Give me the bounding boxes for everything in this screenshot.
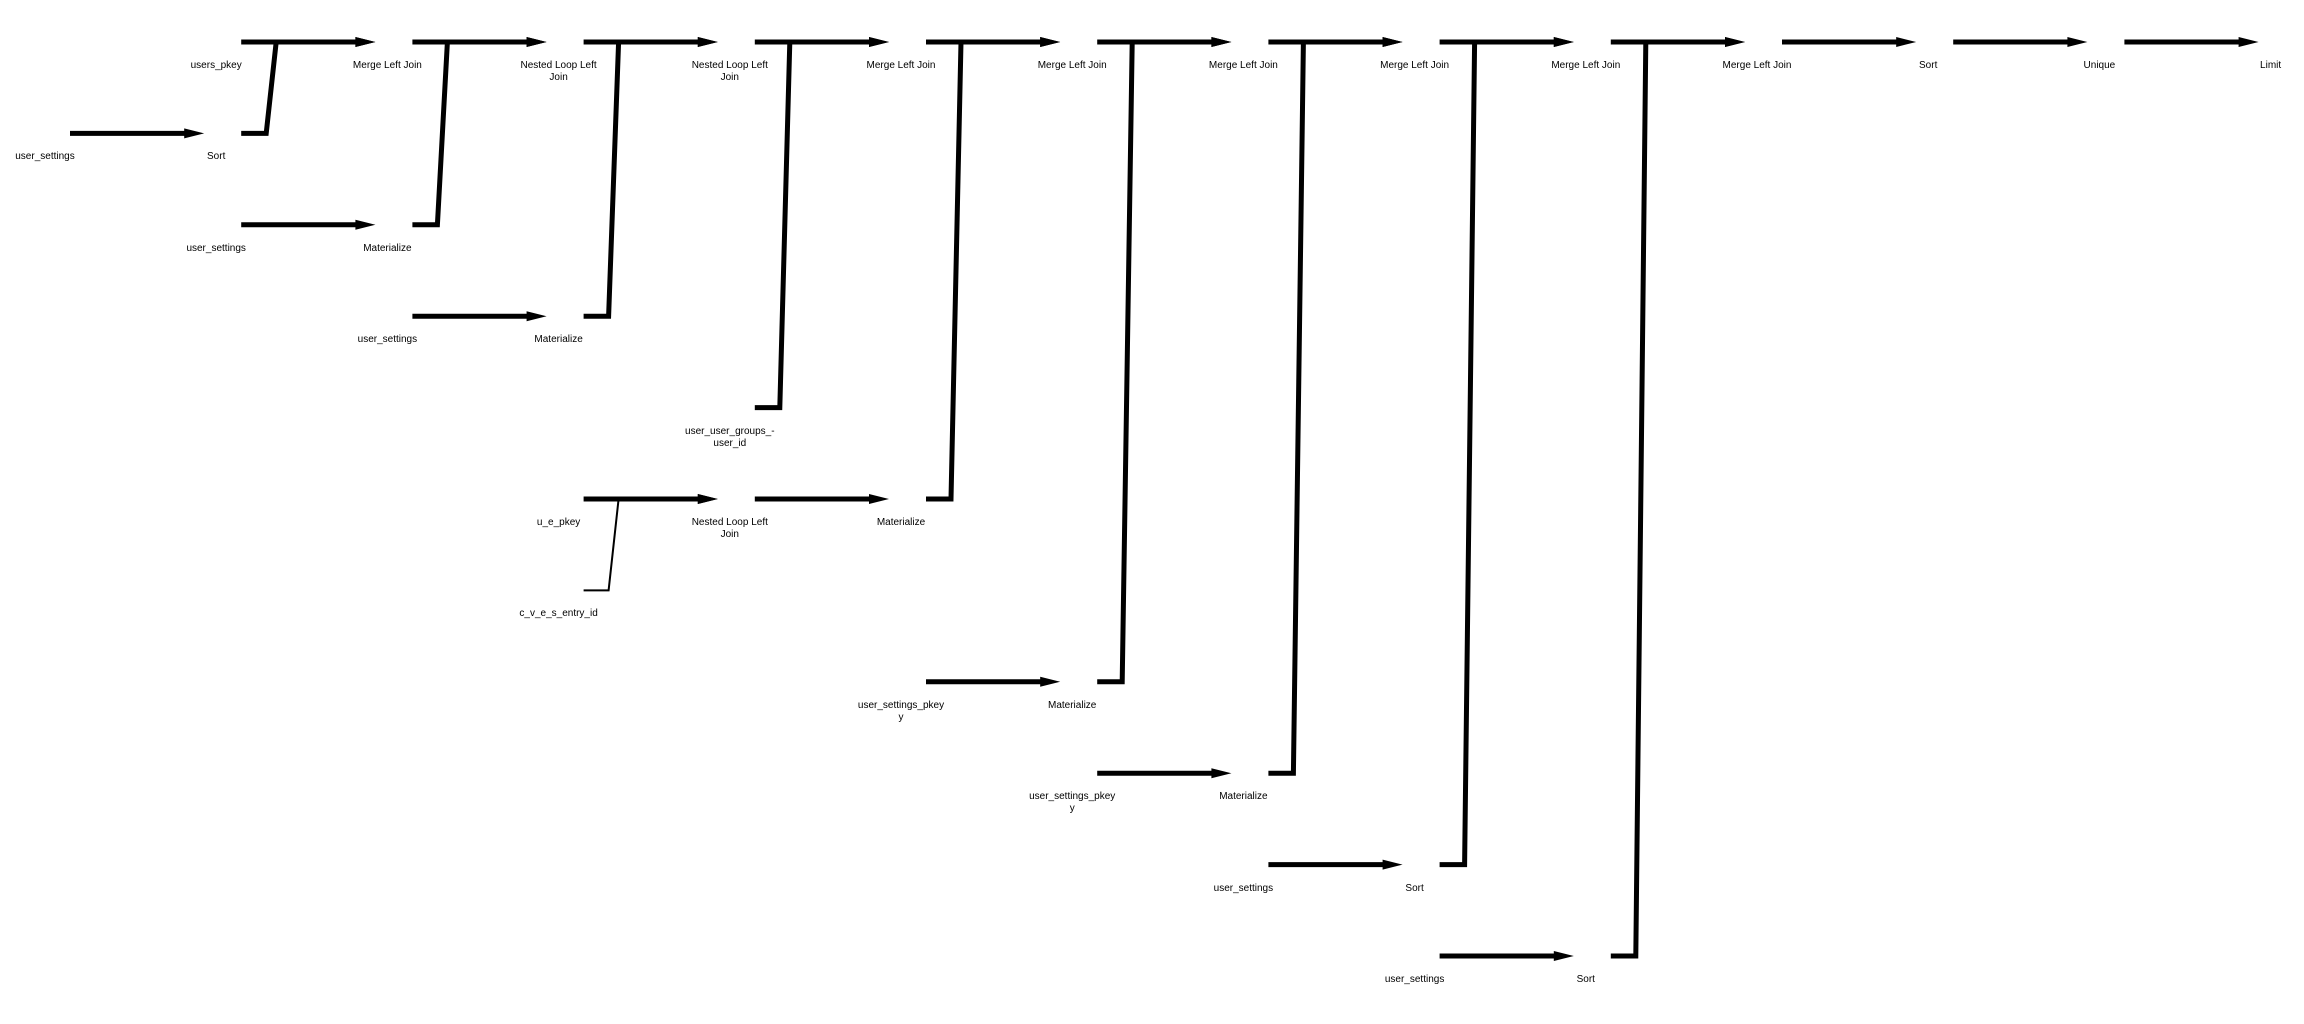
- node-label: Merge Left Join: [1380, 60, 1450, 71]
- node-label: Nested Loop Left Join: [691, 517, 768, 540]
- edge-line: [754, 39, 871, 411]
- node-label: Sort: [1405, 882, 1424, 894]
- edge-n21-n22: [1097, 768, 1232, 779]
- arrowhead: [1382, 859, 1403, 870]
- edge-n27-n28: [1439, 951, 1574, 961]
- edge-n6-n7: [412, 37, 547, 228]
- node-label: Sort: [207, 151, 226, 163]
- arrowhead: [1553, 37, 1574, 47]
- arrowhead: [526, 311, 547, 322]
- node-label: Merge Left Join: [1208, 60, 1278, 71]
- arrowhead: [1896, 37, 1917, 47]
- node-label: Unique: [2083, 60, 2116, 71]
- arrowhead: [355, 37, 376, 47]
- arrowhead: [697, 37, 718, 47]
- edge-n22-n23: [1268, 37, 1403, 776]
- node-label: user_settings_pkey y: [1029, 791, 1116, 815]
- node-label: Materialize: [1048, 699, 1097, 711]
- node-label: c_v_e_s_entry_id: [519, 608, 598, 620]
- edge-line: [583, 498, 700, 592]
- edge-n28-n29: [1610, 37, 1745, 959]
- edge-line: [926, 39, 1043, 502]
- node-label: user_settings: [357, 334, 418, 346]
- arrowhead: [526, 37, 547, 47]
- node-label: Sort: [1576, 974, 1595, 985]
- edge-line: [1439, 39, 1556, 868]
- node-label: Nested Loop Left Join: [691, 60, 768, 83]
- edge-n1-n2: [70, 128, 205, 139]
- edge-line: [1097, 39, 1214, 685]
- arrowhead: [184, 128, 205, 139]
- arrowhead: [1211, 37, 1232, 47]
- node-label: user_settings: [15, 151, 75, 163]
- node-label: Sort: [1919, 60, 1938, 71]
- arrowhead: [1040, 676, 1061, 687]
- edge-n25-n26: [1439, 37, 1574, 868]
- edge-n31-n32: [2124, 37, 2259, 47]
- node-label: Nested Loop Left Join: [520, 60, 597, 83]
- node-label: users_pkey: [190, 60, 242, 71]
- edge-n24-n25: [1268, 859, 1403, 870]
- edge-line: [583, 39, 700, 319]
- arrowhead: [869, 37, 889, 47]
- arrowhead: [355, 219, 376, 230]
- arrowhead: [1040, 37, 1061, 47]
- node-label: Merge Left Join: [1037, 60, 1107, 71]
- node-label: user_settings: [1213, 882, 1274, 894]
- arrowhead: [2238, 37, 2259, 47]
- node-label: Materialize: [1219, 791, 1268, 803]
- node-label: Materialize: [876, 517, 926, 528]
- node-label: u_e_pkey: [536, 517, 581, 528]
- node-label: user_settings_pkey y: [857, 699, 945, 723]
- edge-n16-n17: [926, 37, 1061, 502]
- node-label: Merge Left Join: [866, 60, 936, 71]
- node-label: Materialize: [534, 334, 583, 346]
- node-label: Limit: [2260, 60, 2282, 71]
- edge-n5-n6: [241, 219, 376, 230]
- edge-line: [1610, 39, 1727, 959]
- edge-line: [1268, 39, 1385, 776]
- edge-n15-n16: [754, 494, 889, 504]
- arrowhead: [697, 494, 718, 504]
- edge-n14-n15: [583, 494, 718, 592]
- arrowhead: [2067, 37, 2088, 47]
- arrowhead: [1553, 951, 1574, 961]
- node-label: Merge Left Join: [352, 60, 422, 71]
- edge-n3-n4: [241, 37, 376, 47]
- arrowhead: [1211, 768, 1232, 779]
- arrowhead: [1725, 37, 1745, 47]
- arrowhead: [1382, 37, 1403, 47]
- node-label: user_user_groups_- user_id: [685, 425, 775, 449]
- node-label: user_settings: [1384, 974, 1445, 985]
- edge-n11-n12: [754, 37, 889, 411]
- edge-n8-n9: [412, 311, 547, 322]
- arrowhead: [869, 494, 889, 504]
- edge-n18-n19: [926, 676, 1061, 687]
- edge-n19-n20: [1097, 37, 1232, 685]
- edge-n9-n10: [583, 37, 718, 319]
- edge-n29-n30: [1782, 37, 1917, 47]
- edge-n30-n31: [1953, 37, 2088, 47]
- node-label: Materialize: [363, 242, 412, 254]
- node-label: user_settings: [186, 242, 246, 254]
- node-label: Merge Left Join: [1722, 60, 1792, 71]
- node-label: Merge Left Join: [1551, 60, 1621, 71]
- edge-line: [412, 39, 529, 228]
